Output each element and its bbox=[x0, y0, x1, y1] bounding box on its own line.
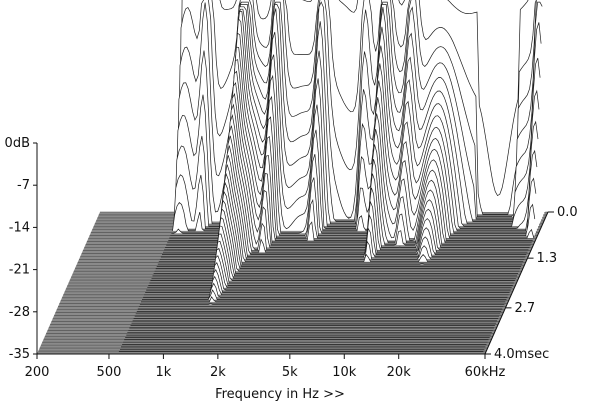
y-tick-label: -21 bbox=[9, 263, 30, 278]
y-tick-label: -28 bbox=[9, 305, 30, 320]
x-tick-label: 20k bbox=[387, 365, 412, 380]
x-tick-label: 1k bbox=[156, 365, 172, 380]
slice-line bbox=[149, 240, 514, 284]
z-ticks: 0.0 1.3 2.7 4.0msec bbox=[485, 205, 578, 362]
x-tick-label: 500 bbox=[97, 365, 122, 380]
waterfall-slices bbox=[117, 0, 546, 355]
slice-fill bbox=[144, 276, 509, 295]
y-tick-label: -14 bbox=[9, 220, 30, 235]
z-tick-label: 4.0msec bbox=[494, 347, 549, 362]
z-tick-label: 1.3 bbox=[537, 251, 558, 266]
slice-line bbox=[148, 247, 513, 286]
slice-line bbox=[147, 255, 512, 289]
slice-line bbox=[143, 282, 508, 298]
slice-line bbox=[146, 261, 511, 291]
slice-fill bbox=[146, 262, 511, 291]
slice-line bbox=[150, 233, 515, 281]
slice-line bbox=[139, 303, 505, 305]
x-tick-label: 10k bbox=[332, 365, 357, 380]
x-tick-label: 60kHz bbox=[465, 365, 506, 380]
y-tick-label: 0dB bbox=[5, 136, 30, 151]
slice-line bbox=[141, 296, 506, 303]
y-tick-label: -7 bbox=[17, 178, 30, 193]
z-axis-line bbox=[484, 211, 549, 355]
axes bbox=[36, 143, 549, 355]
z-tick-label: 2.7 bbox=[514, 301, 535, 316]
slice-fill bbox=[143, 283, 508, 298]
z-tick-label: 0.0 bbox=[557, 205, 578, 220]
y-tick-label: -35 bbox=[9, 347, 30, 362]
slice-line bbox=[142, 289, 507, 300]
x-tick-label: 200 bbox=[25, 365, 50, 380]
slice-fill bbox=[145, 269, 510, 293]
x-ticks: 200 500 1k 2k 5k 10k 20k 60kHz bbox=[25, 354, 506, 380]
x-tick-label: 2k bbox=[210, 365, 226, 380]
slice-line bbox=[144, 275, 509, 296]
slice-line bbox=[151, 225, 516, 279]
slice-line bbox=[145, 268, 510, 293]
slice-line bbox=[180, 0, 529, 213]
y-ticks: 0dB -7 -14 -21 -28 -35 bbox=[5, 136, 37, 362]
x-axis-title: Frequency in Hz >> bbox=[215, 387, 345, 402]
x-tick-label: 5k bbox=[282, 365, 298, 380]
